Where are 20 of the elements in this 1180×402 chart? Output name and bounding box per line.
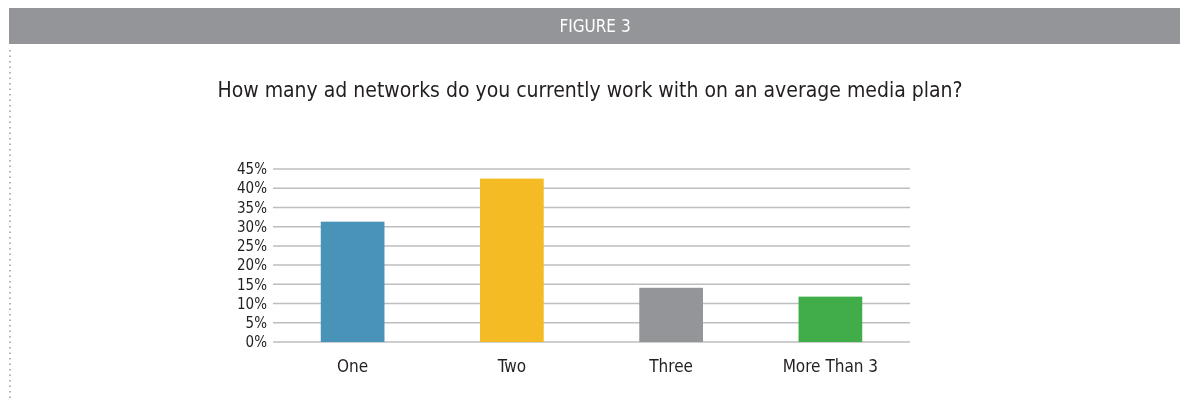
x-tick-label: One [337,356,369,376]
y-tick-label: 45% [237,160,268,179]
bar [639,287,703,342]
y-tick-label: 25% [237,237,268,256]
x-tick-label: Two [496,356,527,376]
x-tick-label: Three [648,356,694,376]
bar [798,296,863,342]
y-tick-label: 10% [237,294,268,313]
y-tick-label: 5% [245,314,268,333]
bar [480,178,544,342]
y-tick-label: 20% [237,256,268,275]
y-tick-label: 35% [237,198,268,217]
caption: FIGURE 3 [559,16,631,36]
bar [320,221,385,342]
y-tick-label: 30% [237,217,268,236]
chart-title: How many ad networks do you currently work with on an average media plan? [217,78,963,102]
y-tick-label: 15% [237,275,268,294]
y-tick-label: 40% [237,179,268,198]
y-tick-label: 0% [245,333,268,352]
x-tick-label: More Than 3 [782,356,879,376]
